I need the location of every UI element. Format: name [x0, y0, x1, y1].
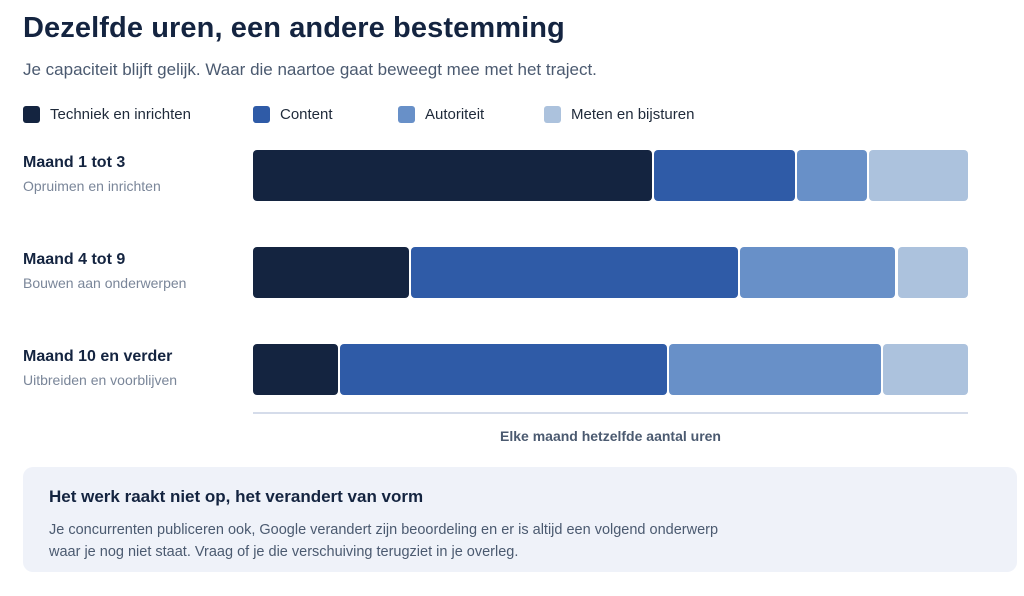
category-subtitle: Bouwen aan onderwerpen — [23, 275, 187, 291]
legend-label-autoriteit: Autoriteit — [425, 106, 485, 123]
bar-segment-content — [654, 150, 796, 201]
bar-segment-autoriteit — [797, 150, 867, 201]
category-subtitle: Opruimen en inrichten — [23, 178, 161, 194]
legend-label-meten: Meten en bijsturen — [571, 106, 695, 123]
legend-label-content: Content — [280, 106, 333, 123]
legend-item-techniek: Techniek en inrichten — [23, 106, 191, 123]
bar-segment-meten — [868, 150, 968, 201]
category-label: Maand 4 tot 9 — [23, 251, 126, 268]
bar-segment-techniek — [253, 150, 653, 201]
bar-segment-autoriteit — [740, 247, 896, 298]
bar-segment-techniek — [253, 247, 410, 298]
bar-row-maand-4-9 — [253, 247, 968, 298]
category-label: Maand 10 en verder — [23, 348, 173, 365]
page-title: Dezelfde uren, een andere bestemming — [23, 12, 565, 44]
bar-segment-meten — [897, 247, 968, 298]
legend-swatch-content — [253, 106, 270, 123]
row-label-maand-4-9: Maand 4 tot 9 Bouwen aan onderwerpen — [23, 251, 186, 291]
x-axis-label: Elke maand hetzelfde aantal uren — [500, 428, 721, 444]
bar-row-maand-10-verder — [253, 344, 968, 395]
bar-segment-autoriteit — [668, 344, 882, 395]
x-axis-line — [253, 412, 968, 414]
callout-text: Je concurrenten publiceren ook, Google v… — [49, 522, 719, 560]
category-label: Maand 1 tot 3 — [23, 154, 126, 171]
callout-title: Het werk raakt niet op, het verandert va… — [49, 487, 424, 506]
bar-segment-content — [411, 247, 739, 298]
legend-item-meten: Meten en bijsturen — [544, 106, 694, 123]
bar-row-maand-1-3 — [253, 150, 968, 201]
row-label-maand-1-3: Maand 1 tot 3 Opruimen en inrichten — [23, 154, 161, 194]
info-callout: Het werk raakt niet op, het verandert va… — [23, 467, 1017, 572]
bar-segment-techniek — [253, 344, 338, 395]
category-subtitle: Uitbreiden en voorblijven — [23, 372, 178, 388]
legend-item-content: Content — [253, 106, 333, 123]
legend-item-autoriteit: Autoriteit — [398, 106, 484, 123]
row-label-maand-10-verder: Maand 10 en verder Uitbreiden en voorbli… — [23, 348, 177, 388]
legend-swatch-techniek — [23, 106, 40, 123]
legend-label-techniek: Techniek en inrichten — [50, 106, 191, 123]
bar-segment-content — [339, 344, 667, 395]
bar-segment-meten — [883, 344, 968, 395]
legend-swatch-autoriteit — [398, 106, 415, 123]
legend-swatch-meten — [544, 106, 561, 123]
page-subtitle: Je capaciteit blijft gelijk. Waar die na… — [23, 60, 597, 79]
